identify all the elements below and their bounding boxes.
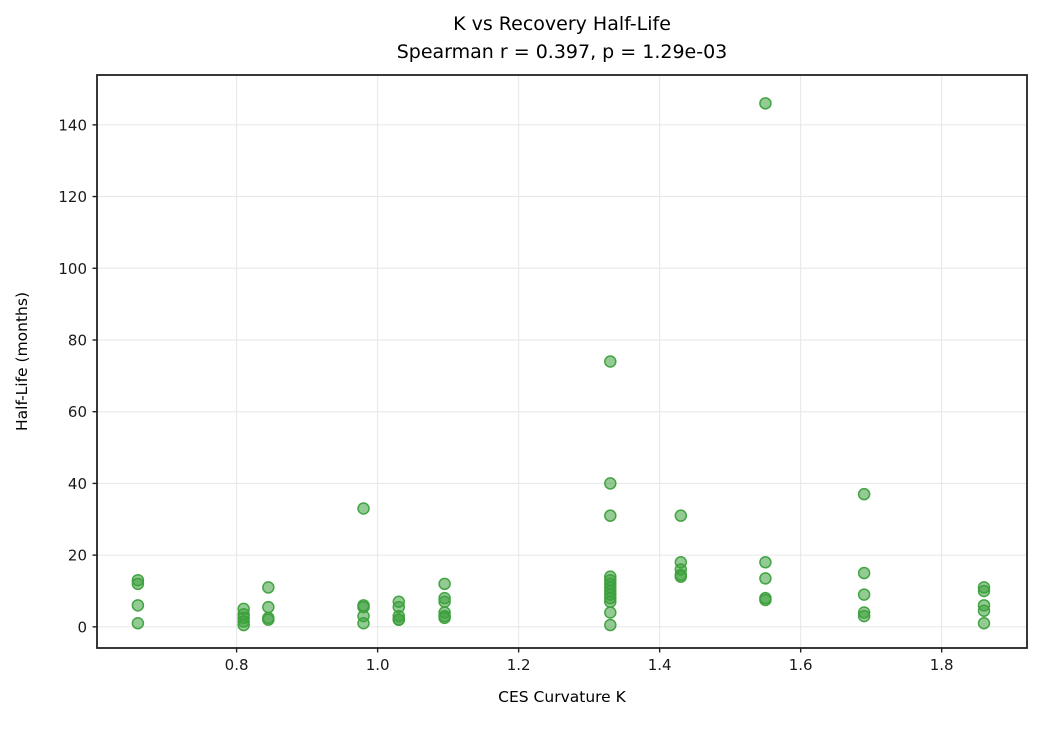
data-point — [857, 566, 871, 580]
data-point — [438, 577, 451, 591]
chart-title: K vs Recovery Half-Life — [453, 13, 671, 35]
y-tick-label: 0 — [77, 618, 87, 636]
y-tick-label: 100 — [58, 260, 87, 278]
y-tick-label: 40 — [68, 475, 87, 493]
x-tick-label: 0.8 — [225, 656, 249, 674]
data-point — [131, 599, 145, 612]
data-point — [438, 611, 451, 625]
data-point — [357, 617, 370, 630]
data-point — [438, 595, 451, 608]
data-point — [604, 477, 617, 490]
data-point — [604, 355, 617, 368]
x-tick-label: 1.6 — [789, 656, 813, 674]
data-point — [759, 97, 772, 110]
data-point — [977, 617, 991, 630]
data-point — [674, 509, 688, 522]
x-tick-label: 1.2 — [507, 656, 531, 674]
data-point — [857, 609, 871, 623]
data-point — [604, 595, 617, 608]
data-point — [977, 604, 991, 617]
y-tick-label: 60 — [68, 403, 87, 421]
data-point — [262, 581, 275, 594]
x-axis-label: CES Curvature K — [498, 688, 626, 706]
data-point — [759, 556, 772, 569]
chart-subtitle: Spearman r = 0.397, p = 1.29e-03 — [396, 41, 728, 63]
y-tick-label: 140 — [58, 116, 87, 134]
data-point — [262, 613, 275, 626]
data-point — [604, 618, 617, 632]
data-point — [759, 572, 772, 585]
data-point — [604, 509, 617, 522]
data-point — [392, 613, 406, 626]
y-tick-label: 80 — [68, 331, 87, 349]
x-tick-label: 1.0 — [366, 656, 390, 674]
data-point — [857, 487, 871, 501]
x-tick-label: 1.4 — [648, 656, 672, 674]
y-tick-label: 120 — [58, 188, 87, 206]
data-point — [977, 584, 991, 598]
plot-border — [96, 74, 1028, 649]
data-point — [237, 618, 250, 632]
data-point — [357, 502, 370, 515]
data-point — [857, 588, 871, 601]
data-point — [262, 600, 275, 614]
data-point — [674, 570, 688, 583]
y-tick-label: 20 — [68, 547, 87, 565]
data-point — [604, 606, 617, 619]
y-axis-label: Half-Life (months) — [13, 292, 31, 431]
data-point — [759, 593, 772, 607]
chart-title-block: K vs Recovery Half-Life Spearman r = 0.3… — [97, 10, 1027, 66]
x-tick-label: 1.8 — [930, 656, 954, 674]
data-point — [131, 577, 145, 591]
data-point — [131, 617, 145, 630]
